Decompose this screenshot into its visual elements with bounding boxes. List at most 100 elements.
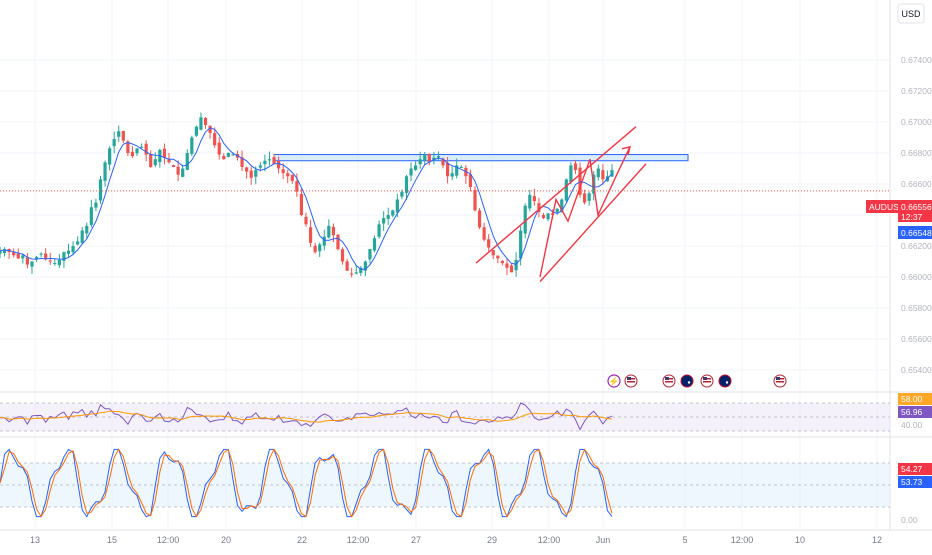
candle-body xyxy=(418,159,422,165)
candle-body xyxy=(112,139,116,147)
flag-circle xyxy=(718,374,732,388)
candle-body xyxy=(372,238,377,251)
candle-body xyxy=(231,154,235,156)
candle-body xyxy=(263,160,267,165)
candle-body xyxy=(185,153,189,170)
candle-body xyxy=(85,225,89,234)
lightning-event-icon[interactable]: ⚡ xyxy=(607,374,621,388)
candle-body xyxy=(496,255,500,259)
candle-body xyxy=(144,143,148,155)
candle-body xyxy=(468,174,473,188)
secondary-price-value: 0.66548 xyxy=(901,228,932,238)
price-tick-label: 0.67200 xyxy=(901,86,932,96)
time-axis[interactable]: 13 15 12:00 20 22 12:00 27 29 12:00 Jun 5 12:00 10 12 xyxy=(30,535,882,545)
candle-body xyxy=(254,170,258,177)
candle-body xyxy=(39,253,43,255)
flag-stripe xyxy=(776,381,784,383)
candle-body xyxy=(564,179,568,201)
candle-body xyxy=(226,153,230,157)
candle-body xyxy=(281,169,285,174)
flag-stripe xyxy=(703,381,711,383)
candle-body xyxy=(327,225,331,238)
candle-body xyxy=(363,261,367,271)
flag-stripe xyxy=(665,381,673,383)
candle-body xyxy=(473,189,477,211)
stoch-value-labels: 54.27 53.73 0.00 xyxy=(898,463,932,525)
candle-body xyxy=(331,226,336,236)
candle-body xyxy=(139,146,144,148)
candle-body xyxy=(53,263,57,265)
rsi-ma-line xyxy=(0,410,613,423)
time-tick-label: Jun xyxy=(596,535,611,545)
candle-body xyxy=(395,199,399,213)
price-tick-label: 0.65400 xyxy=(901,365,932,375)
candle-body xyxy=(80,230,84,244)
candlesticks xyxy=(0,112,614,278)
time-tick-label: 29 xyxy=(487,535,497,545)
time-tick-label: 12:00 xyxy=(157,535,180,545)
candle-body xyxy=(258,165,262,168)
candle-body xyxy=(48,260,52,262)
flag-canton xyxy=(627,377,631,380)
candle-body xyxy=(222,155,226,160)
candle-body xyxy=(162,148,167,158)
candle-body xyxy=(167,159,171,163)
candle-body xyxy=(391,210,395,216)
us-flag-event-icon[interactable] xyxy=(662,374,676,388)
candle-body xyxy=(286,173,290,177)
candle-body xyxy=(249,170,253,178)
candle-body xyxy=(436,156,441,158)
candle-body xyxy=(0,250,2,254)
us-flag-event-icon[interactable] xyxy=(773,374,787,388)
price-tick-label: 0.65600 xyxy=(901,334,932,344)
candle-body xyxy=(240,157,244,167)
economic-events[interactable]: ⚡ xyxy=(607,374,787,388)
candle-body xyxy=(16,253,20,259)
candle-body xyxy=(176,166,180,175)
flag-circle xyxy=(680,374,694,388)
symbol-price-label: AUDUSD 0.66556 12:37 0.66548 xyxy=(866,200,932,239)
candle-body xyxy=(459,166,463,168)
price-tick-label: 0.67000 xyxy=(901,117,932,127)
candle-body xyxy=(523,205,527,234)
candle-body xyxy=(98,179,103,201)
time-tick-label: 12:00 xyxy=(731,535,754,545)
flag-canton xyxy=(703,377,707,380)
projection-zigzag xyxy=(539,146,631,278)
candle-body xyxy=(12,251,16,256)
lightning-circle xyxy=(607,374,621,388)
stoch-k-value: 54.27 xyxy=(901,464,923,474)
channel-drawings[interactable] xyxy=(475,126,647,283)
candle-body xyxy=(318,244,322,252)
us-flag-event-icon[interactable] xyxy=(624,374,638,388)
candle-body xyxy=(44,253,48,259)
candle-body xyxy=(400,191,404,197)
candle-body xyxy=(126,141,130,153)
candle-body xyxy=(441,158,445,166)
candle-body xyxy=(245,167,249,172)
candle-body xyxy=(130,151,135,157)
us-flag-event-icon[interactable] xyxy=(700,374,714,388)
au-flag-event-icon[interactable] xyxy=(718,374,732,388)
time-tick-label: 20 xyxy=(221,535,231,545)
stoch-d-value: 53.73 xyxy=(901,477,923,487)
candle-body xyxy=(295,181,299,192)
currency-label: USD xyxy=(901,9,921,19)
candle-body xyxy=(601,170,605,180)
candle-body xyxy=(610,170,614,177)
candle-body xyxy=(354,272,358,274)
candle-body xyxy=(509,265,514,273)
time-tick-label: 22 xyxy=(297,535,307,545)
channel-upper-line xyxy=(475,126,637,264)
flag-stripe xyxy=(627,381,635,383)
candle-body xyxy=(519,230,523,259)
currency-button[interactable]: USD xyxy=(897,3,925,24)
candle-body xyxy=(423,154,427,161)
au-flag-event-icon[interactable] xyxy=(680,374,694,388)
candle-body xyxy=(299,193,304,215)
candle-body xyxy=(2,249,7,254)
candle-body xyxy=(555,208,559,213)
price-tick-label: 0.66200 xyxy=(901,241,932,251)
